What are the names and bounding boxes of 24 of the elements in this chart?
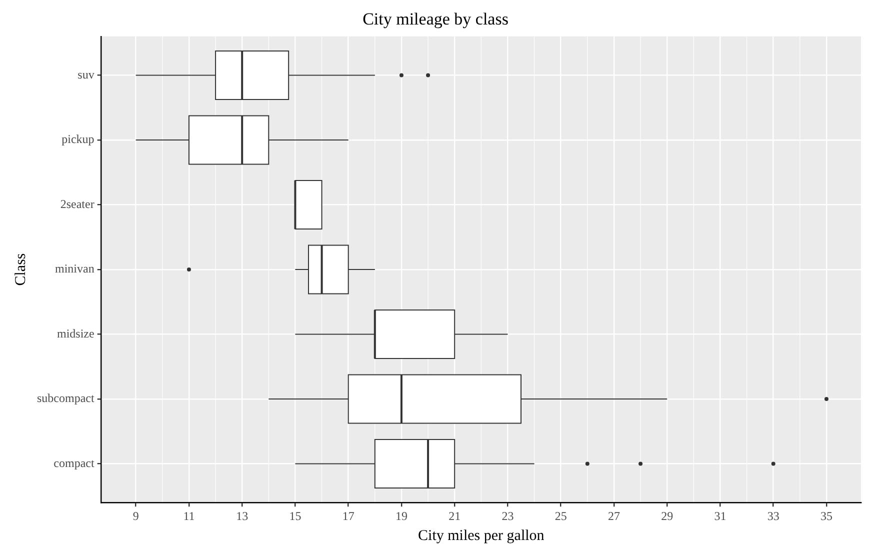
x-tick-label: 29: [661, 508, 674, 523]
y-tick-label: compact: [54, 456, 95, 470]
y-tick-label: minivan: [54, 262, 94, 276]
y-tick-label: pickup: [62, 132, 94, 146]
x-tick-label: 21: [448, 508, 461, 523]
x-tick-label: 15: [289, 508, 302, 523]
x-tick-label: 35: [820, 508, 832, 523]
x-tick-label: 23: [502, 508, 514, 523]
x-tick-label: 11: [183, 508, 195, 523]
x-axis-title: City miles per gallon: [418, 528, 545, 544]
chart-title: City mileage by class: [362, 10, 508, 29]
x-tick-label: 27: [608, 508, 620, 523]
x-tick-label: 19: [395, 508, 408, 523]
x-tick-label: 17: [342, 508, 354, 523]
y-axis-title: Class: [12, 253, 29, 286]
y-tick-label: subcompact: [36, 391, 95, 406]
x-tick-label: 33: [767, 508, 780, 523]
x-tick-label: 25: [554, 508, 567, 523]
y-tick-label: 2seater: [60, 196, 94, 211]
y-tick-label: midsize: [56, 326, 94, 340]
y-tick-label: suv: [78, 67, 94, 82]
x-tick-label: 31: [714, 508, 726, 523]
x-tick-label: 9: [132, 508, 139, 523]
x-tick-label: 13: [236, 508, 248, 523]
